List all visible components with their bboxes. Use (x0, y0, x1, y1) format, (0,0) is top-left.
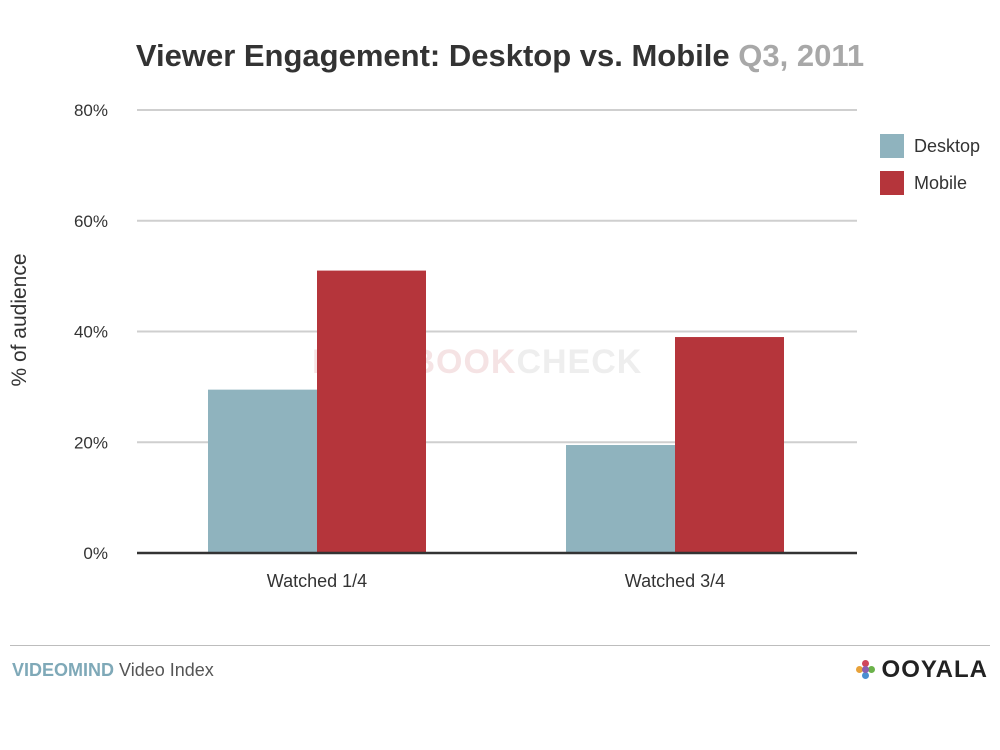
legend-label-desktop: Desktop (914, 135, 981, 156)
y-axis-label: % of audience (8, 253, 31, 387)
x-tick-label: Watched 3/4 (625, 571, 725, 591)
chart-title-text: Viewer Engagement: Desktop vs. Mobile (135, 38, 730, 73)
legend-swatch-desktop (880, 134, 904, 158)
ooyala-dots-logo-icon (855, 660, 876, 680)
footer-divider (10, 645, 990, 646)
footer-subtitle: Video Index (119, 660, 214, 680)
legend-item-mobile: Mobile (880, 170, 980, 196)
footer-brand: VIDEOMIND (12, 660, 115, 680)
y-tick-label: 40% (74, 323, 108, 342)
y-tick-label: 80% (74, 101, 108, 120)
bar-mobile-2 (675, 337, 784, 553)
bar-desktop-2 (566, 445, 675, 553)
legend-item-desktop: Desktop (880, 133, 980, 159)
ooyala-logo: OOYALA (855, 656, 988, 684)
y-tick-label: 20% (74, 433, 108, 452)
ooyala-logo-text: OOYALA (881, 656, 988, 683)
x-tick-label: Watched 1/4 (267, 571, 367, 591)
y-tick-label: 60% (74, 212, 108, 231)
chart-title: Viewer Engagement: Desktop vs. Mobile Q3… (0, 38, 1000, 74)
bar-chart: 0% 20% 40% 60% 80% Watched 1/4 Watched 3/4 (74, 101, 857, 591)
legend-swatch-mobile (880, 171, 904, 195)
legend-label-mobile: Mobile (914, 172, 968, 193)
watermark-text-b: CHECK (516, 343, 643, 381)
bar-mobile-1 (317, 270, 426, 553)
footer-source: VIDEOMIND Video Index (12, 660, 214, 681)
bar-desktop-1 (208, 389, 317, 553)
chart-title-date: Q3, 2011 (738, 38, 865, 73)
legend: Desktop Mobile (880, 133, 980, 207)
y-tick-label: 0% (83, 544, 108, 563)
